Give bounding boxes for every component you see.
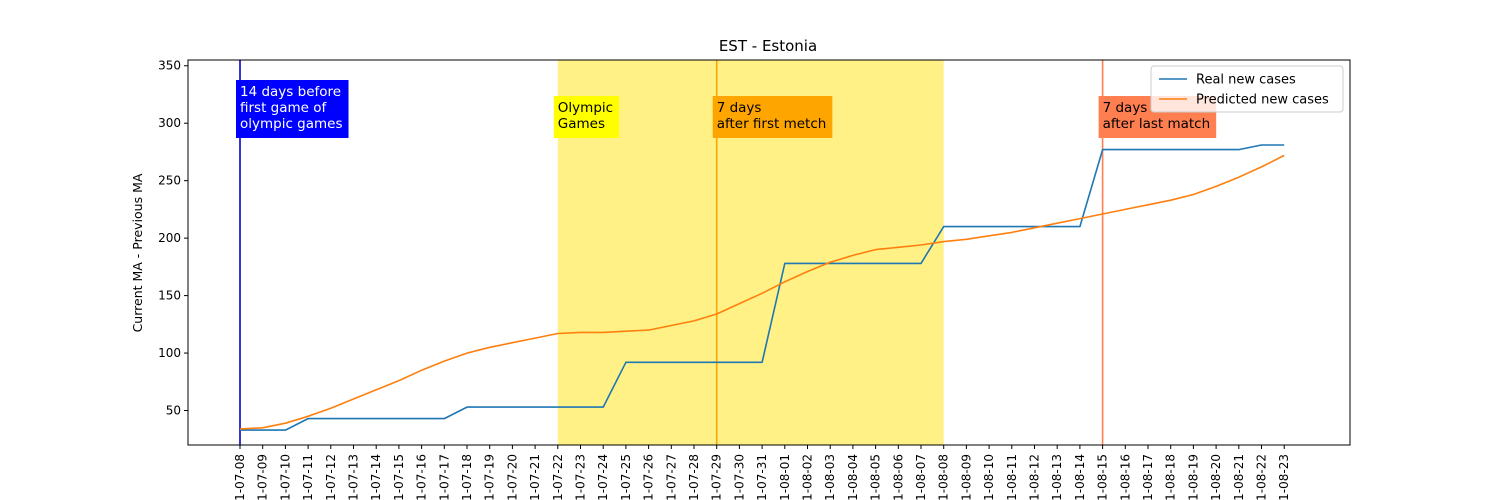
- x-tick-label-2021-07-12: 2021-07-12: [324, 454, 338, 500]
- legend-entry-1: Predicted new cases: [1196, 93, 1329, 108]
- x-tick-label-2021-07-27: 2021-07-27: [664, 454, 678, 500]
- x-tick-label-2021-07-31: 2021-07-31: [755, 454, 769, 500]
- annotation-text-0-2: olympic games: [240, 116, 343, 132]
- annotation-text-2-0: 7 days: [717, 100, 762, 116]
- x-tick-label-2021-08-16: 2021-08-16: [1118, 454, 1132, 500]
- x-tick-label-2021-07-25: 2021-07-25: [619, 454, 633, 500]
- x-tick-label-2021-08-15: 2021-08-15: [1096, 454, 1110, 500]
- x-tick-label-2021-07-08: 2021-07-08: [233, 454, 247, 500]
- x-tick-label-2021-07-23: 2021-07-23: [574, 454, 588, 500]
- x-tick-label-2021-08-04: 2021-08-04: [846, 454, 860, 500]
- x-tick-label-2021-07-13: 2021-07-13: [347, 454, 361, 500]
- x-tick-label-2021-08-14: 2021-08-14: [1073, 454, 1087, 500]
- x-tick-label-2021-07-15: 2021-07-15: [392, 454, 406, 500]
- x-tick-label-2021-07-09: 2021-07-09: [256, 454, 270, 500]
- x-tick-label-2021-08-23: 2021-08-23: [1277, 454, 1291, 500]
- series-line-0: [240, 144, 1285, 431]
- annotation-box-2: [712, 96, 833, 138]
- annotation-text-3-0: 7 days: [1103, 100, 1148, 116]
- y-tick-label-100: 100: [158, 346, 181, 360]
- y-tick-label-150: 150: [158, 289, 181, 303]
- x-tick-label-2021-07-20: 2021-07-20: [505, 454, 519, 500]
- y-axis-label: Current MA - Previous MA: [130, 173, 145, 332]
- annotation-text-1-0: Olympic: [558, 100, 613, 116]
- x-tick-label-2021-08-09: 2021-08-09: [959, 454, 973, 500]
- x-tick-label-2021-08-19: 2021-08-19: [1186, 454, 1200, 500]
- x-tick-label-2021-08-21: 2021-08-21: [1232, 454, 1246, 500]
- x-tick-label-2021-08-17: 2021-08-17: [1141, 454, 1155, 500]
- x-tick-label-2021-07-14: 2021-07-14: [369, 454, 383, 500]
- x-tick-label-2021-08-03: 2021-08-03: [823, 454, 837, 500]
- x-tick-label-2021-07-29: 2021-07-29: [710, 454, 724, 500]
- x-tick-label-2021-08-18: 2021-08-18: [1164, 454, 1178, 500]
- x-tick-label-2021-08-08: 2021-08-08: [937, 454, 951, 500]
- y-tick-label-50: 50: [166, 404, 181, 418]
- x-tick-label-2021-07-28: 2021-07-28: [687, 454, 701, 500]
- plot-frame: [187, 59, 1351, 446]
- legend-box: [1150, 65, 1344, 113]
- x-tick-label-2021-08-12: 2021-08-12: [1028, 454, 1042, 500]
- annotation-box-1: [553, 96, 620, 138]
- annotation-text-0-1: first game of: [240, 100, 328, 116]
- x-tick-label-2021-08-13: 2021-08-13: [1050, 454, 1064, 500]
- x-tick-label-2021-07-10: 2021-07-10: [278, 454, 292, 500]
- x-tick-label-2021-08-11: 2021-08-11: [1005, 454, 1019, 500]
- x-tick-label-2021-08-10: 2021-08-10: [982, 454, 996, 500]
- x-tick-label-2021-08-07: 2021-08-07: [914, 454, 928, 500]
- x-tick-label-2021-08-05: 2021-08-05: [869, 454, 883, 500]
- annotation-text-1-1: Games: [558, 116, 605, 132]
- x-tick-label-2021-08-02: 2021-08-02: [801, 454, 815, 500]
- y-tick-label-250: 250: [158, 174, 181, 188]
- x-tick-label-2021-08-22: 2021-08-22: [1255, 454, 1269, 500]
- x-tick-label-2021-07-16: 2021-07-16: [415, 454, 429, 500]
- x-tick-label-2021-08-06: 2021-08-06: [891, 454, 905, 500]
- x-tick-label-2021-07-17: 2021-07-17: [437, 454, 451, 500]
- annotation-box-0: [236, 80, 349, 138]
- legend-entry-0: Real new cases: [1196, 73, 1296, 88]
- y-tick-label-200: 200: [158, 231, 181, 245]
- x-tick-label-2021-08-20: 2021-08-20: [1209, 454, 1223, 500]
- x-tick-label-2021-07-30: 2021-07-30: [732, 454, 746, 500]
- y-tick-label-350: 350: [158, 59, 181, 73]
- annotation-text-0-0: 14 days before: [240, 84, 341, 100]
- x-tick-label-2021-07-26: 2021-07-26: [642, 454, 656, 500]
- annotation-text-2-1: after first metch: [717, 116, 827, 132]
- x-tick-label-2021-08-01: 2021-08-01: [778, 454, 792, 500]
- annotation-text-3-1: after last match: [1103, 116, 1211, 132]
- x-tick-label-2021-07-11: 2021-07-11: [301, 454, 315, 500]
- chart-title: EST - Estonia: [719, 37, 817, 55]
- x-tick-label-2021-07-22: 2021-07-22: [551, 454, 565, 500]
- x-tick-label-2021-07-21: 2021-07-21: [528, 454, 542, 500]
- x-tick-label-2021-07-24: 2021-07-24: [596, 454, 610, 500]
- y-tick-label-300: 300: [158, 116, 181, 130]
- x-tick-label-2021-07-18: 2021-07-18: [460, 454, 474, 500]
- x-tick-label-2021-07-19: 2021-07-19: [483, 454, 497, 500]
